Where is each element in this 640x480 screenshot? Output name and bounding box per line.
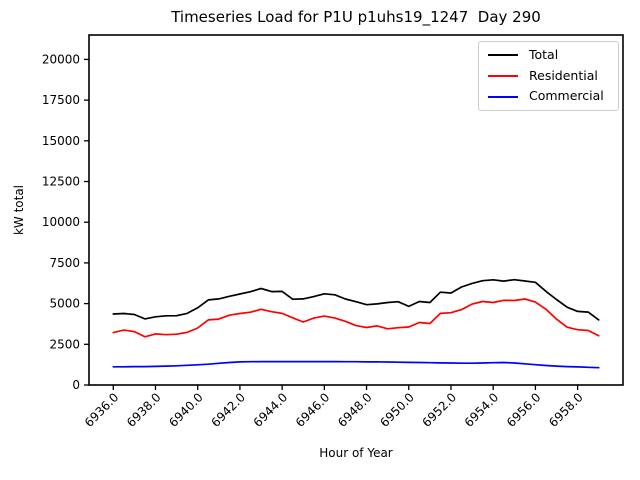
series-line-total [112, 278, 600, 321]
y-tick-label: 5000 [49, 297, 80, 311]
x-tick-label: 6942.0 [208, 390, 248, 430]
x-tick-label: 6948.0 [335, 390, 375, 430]
x-tick-label: 6944.0 [251, 390, 291, 430]
legend-label-total: Total [529, 47, 559, 63]
y-tick-label: 2500 [49, 337, 80, 351]
x-tick-label: 6950.0 [377, 390, 417, 430]
x-tick-label: 6936.0 [82, 390, 122, 430]
series-line-commercial [112, 360, 600, 369]
x-tick-label: 6946.0 [293, 390, 333, 430]
x-tick-label: 6952.0 [420, 390, 460, 430]
y-tick-label: 10000 [42, 215, 80, 229]
x-axis-label: Hour of Year [319, 446, 393, 460]
legend-item-residential: Residential [487, 67, 610, 83]
x-tick-label: 6954.0 [462, 390, 502, 430]
y-tick-label: 17500 [42, 93, 80, 107]
chart-title: Timeseries Load for P1U p1uhs19_1247 Day… [171, 8, 541, 26]
legend-item-commercial: Commercial [487, 90, 610, 103]
axes-spines [88, 34, 624, 386]
legend-item-total: Total [487, 49, 610, 62]
legend-label-residential: Residential [529, 67, 598, 83]
legend-label-commercial: Commercial [529, 88, 604, 104]
y-tick-label: 7500 [49, 256, 80, 270]
legend-line-total-icon [488, 54, 518, 57]
legend-line-commercial-icon [488, 95, 518, 98]
y-axis-label: kW total [12, 184, 26, 236]
x-tick-label: 6940.0 [166, 390, 206, 430]
x-tick-label: 6958.0 [546, 390, 586, 430]
series-line-residential [112, 298, 600, 338]
x-tick-label: 6938.0 [124, 390, 164, 430]
x-tick-label: 6956.0 [504, 390, 544, 430]
y-tick-label: 20000 [42, 52, 80, 66]
legend-line-residential-icon [488, 74, 518, 77]
y-tick-label: 12500 [42, 175, 80, 189]
y-tick-label: 0 [72, 378, 80, 392]
legend: Total Residential Commercial [478, 41, 619, 111]
y-tick-label: 15000 [42, 134, 80, 148]
